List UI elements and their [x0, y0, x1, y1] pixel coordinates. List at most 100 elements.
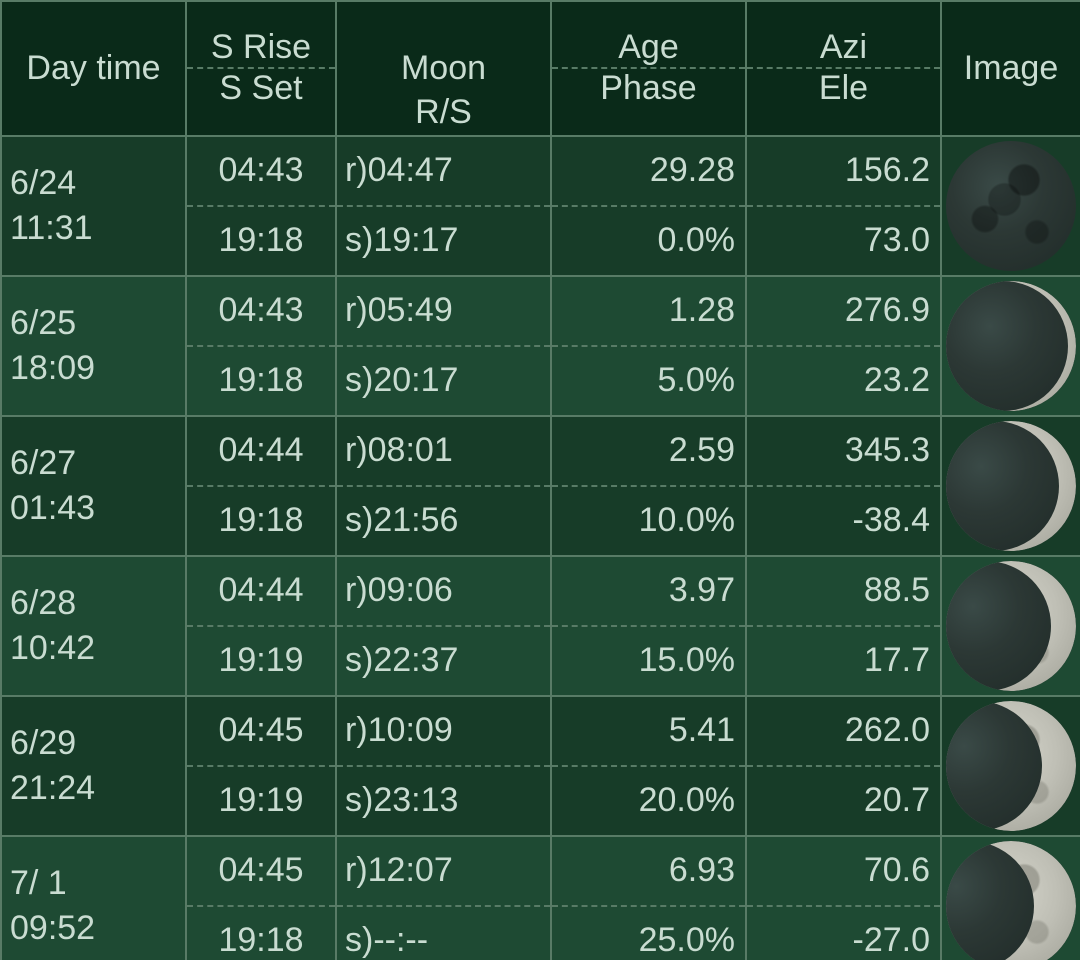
azi-value: 345.3 — [845, 431, 930, 470]
cell-azi-ele: 276.9 23.2 — [746, 276, 941, 416]
azi-value: 88.5 — [864, 571, 930, 610]
cell-age-phase: 1.28 5.0% — [551, 276, 746, 416]
date-value: 6/29 — [10, 724, 76, 763]
table-body: 6/24 11:31 04:43 19:18 r)04:47s)19:1729.280.… — [1, 136, 1080, 960]
cell-moon-rs: r)08:01s)21:56 — [336, 416, 551, 556]
cell-age-phase: 6.93 25.0% — [551, 836, 746, 960]
cell-azi-ele: 156.2 73.0 — [746, 136, 941, 276]
time-value: 21:24 — [10, 769, 95, 808]
sun-set-value: 19:19 — [218, 641, 303, 680]
table-header: Day time S Rise S Set Moon R/S Age Phase — [1, 1, 1080, 136]
sun-set-value: 19:18 — [218, 361, 303, 400]
sun-rise-value: 04:43 — [218, 151, 303, 190]
table-row[interactable]: 6/24 11:31 04:4319:18r)04:47s)19:1729.280.… — [1, 136, 1080, 276]
cell-sun: 04:4319:18 — [186, 136, 336, 276]
sun-set-value: 19:18 — [218, 921, 303, 960]
age-value: 6.93 — [669, 851, 735, 890]
cell-sun: 04:44 19:19 — [186, 556, 336, 696]
cell-moon-rs: r)10:09 s)23:13 — [336, 696, 551, 836]
cell-azi-ele: 70.6-27.0 — [746, 836, 941, 960]
cell-azi-ele: 262.020.7 — [746, 696, 941, 836]
moon-rise-value: r)12:07 — [345, 851, 453, 890]
header-azi-ele: Azi Ele — [746, 1, 941, 136]
table-row[interactable]: 6/29 21:24 04:45 19:19 r)10:09 s)23:13 5.41 20.… — [1, 696, 1080, 836]
cell-day-time: 7/ 109:52 — [1, 836, 186, 960]
moon-shadow-disc — [946, 281, 1068, 411]
cell-day-time: 6/27 01:43 — [1, 416, 186, 556]
table-row[interactable]: 6/2810:4204:4419:19r)09:06s)22:373.9715.… — [1, 556, 1080, 696]
cell-moon-rs: r)12:07 s)--:-- — [336, 836, 551, 960]
moon-phase-icon — [946, 141, 1076, 271]
cell-moon-image — [941, 836, 1080, 960]
age-value: 29.28 — [650, 151, 735, 190]
time-value: 01:43 — [10, 489, 95, 528]
date-value: 7/ 1 — [10, 864, 67, 903]
header-label: S Rise — [211, 28, 311, 67]
date-value: 6/27 — [10, 444, 76, 483]
sun-rise-value: 04:44 — [218, 431, 303, 470]
table-row[interactable]: 7/ 109:52 04:45 19:18 r)12:07 s)--:-- 6.93 25.… — [1, 836, 1080, 960]
header-age-phase: Age Phase — [551, 1, 746, 136]
cell-moon-image — [941, 696, 1080, 836]
moon-phase-icon — [946, 561, 1076, 691]
cell-azi-ele: 88.5 17.7 — [746, 556, 941, 696]
time-value: 11:31 — [10, 209, 93, 248]
cell-sun: 04:44 19:18 — [186, 416, 336, 556]
sun-set-value: 19:19 — [218, 781, 303, 820]
ele-value: 17.7 — [864, 641, 930, 680]
time-value: 18:09 — [10, 349, 95, 388]
header-label: S Set — [219, 69, 302, 108]
date-value: 6/24 — [10, 164, 76, 203]
table-row[interactable]: 6/27 01:43 04:44 19:18 r)08:01s)21:562.5910.… — [1, 416, 1080, 556]
header-image: Image — [941, 1, 1080, 136]
phase-value: 20.0% — [639, 781, 735, 820]
header-label: Ele — [819, 69, 868, 108]
ele-value: 73.0 — [864, 221, 930, 260]
cell-azi-ele: 345.3 -38.4 — [746, 416, 941, 556]
cell-age-phase: 29.280.0% — [551, 136, 746, 276]
age-value: 3.97 — [669, 571, 735, 610]
header-day-time: Day time — [1, 1, 186, 136]
cell-sun: 04:45 19:18 — [186, 836, 336, 960]
azi-value: 276.9 — [845, 291, 930, 330]
moon-set-value: s)--:-- — [345, 921, 428, 960]
moon-rise-value: r)09:06 — [345, 571, 453, 610]
moon-rise-value: r)10:09 — [345, 711, 453, 750]
sun-rise-value: 04:45 — [218, 851, 303, 890]
moon-set-value: s)22:37 — [345, 641, 458, 680]
moon-set-value: s)23:13 — [345, 781, 458, 820]
azi-value: 262.0 — [845, 711, 930, 750]
moon-rise-value: r)05:49 — [345, 291, 453, 330]
header-sun: S Rise S Set — [186, 1, 336, 136]
table-row[interactable]: 6/25 18:09 04:43 19:18 r)05:49s)20:17 1.28 5.0… — [1, 276, 1080, 416]
sun-rise-value: 04:45 — [218, 711, 303, 750]
moon-phase-icon — [946, 701, 1076, 831]
cell-moon-rs: r)05:49s)20:17 — [336, 276, 551, 416]
sun-set-value: 19:18 — [218, 501, 303, 540]
ele-value: 23.2 — [864, 361, 930, 400]
age-value: 5.41 — [669, 711, 735, 750]
date-value: 6/28 — [10, 584, 76, 623]
cell-day-time: 6/2810:42 — [1, 556, 186, 696]
header-label: Moon R/S — [401, 49, 486, 131]
moon-set-value: s)21:56 — [345, 501, 458, 540]
ele-value: -38.4 — [853, 501, 931, 540]
phase-value: 25.0% — [639, 921, 735, 960]
azi-value: 156.2 — [845, 151, 930, 190]
cell-moon-rs: r)09:06 s)22:37 — [336, 556, 551, 696]
phase-value: 10.0% — [639, 501, 735, 540]
cell-sun: 04:43 19:18 — [186, 276, 336, 416]
header-label: Phase — [600, 69, 696, 108]
header-label: Image — [964, 49, 1059, 87]
cell-age-phase: 2.5910.0% — [551, 416, 746, 556]
phase-value: 5.0% — [658, 361, 736, 400]
cell-moon-rs: r)04:47s)19:17 — [336, 136, 551, 276]
date-value: 6/25 — [10, 304, 76, 343]
sun-rise-value: 04:44 — [218, 571, 303, 610]
age-value: 1.28 — [669, 291, 735, 330]
header-label: Azi — [820, 28, 867, 67]
azi-value: 70.6 — [864, 851, 930, 890]
sun-rise-value: 04:43 — [218, 291, 303, 330]
cell-day-time: 6/25 18:09 — [1, 276, 186, 416]
cell-sun: 04:45 19:19 — [186, 696, 336, 836]
